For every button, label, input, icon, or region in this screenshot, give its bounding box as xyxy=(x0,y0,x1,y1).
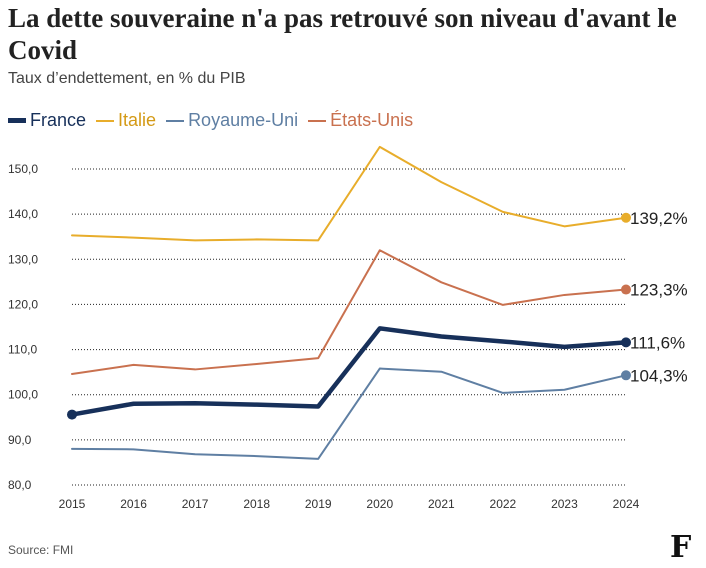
end-point-italie xyxy=(621,212,631,223)
series-line-france xyxy=(69,326,629,417)
y-tick-label: 120,0 xyxy=(8,297,38,311)
x-tick-label: 2015 xyxy=(59,497,86,511)
end-point-france xyxy=(621,337,631,348)
start-point-france xyxy=(67,409,77,420)
y-tick-label: 140,0 xyxy=(8,207,38,221)
end-label-royaume-uni: 104,3% xyxy=(630,366,688,385)
y-tick-label: 80,0 xyxy=(8,478,32,492)
legend-swatch-royaume-uni xyxy=(166,119,185,122)
series-line-royaume-uni xyxy=(71,367,627,460)
chart-subtitle: Taux d’endettement, en % du PIB xyxy=(8,70,246,87)
end-label-france: 111,6% xyxy=(630,333,685,352)
x-tick-label: 2021 xyxy=(428,497,455,511)
series-line-etats-unis xyxy=(71,249,627,375)
legend-label-etats-unis: États-Unis xyxy=(330,110,414,130)
x-tick-label: 2017 xyxy=(182,497,209,511)
series-line-italie xyxy=(71,145,627,242)
end-point-etats-unis xyxy=(621,284,631,295)
publisher-logo: F xyxy=(670,530,692,565)
chart-legend: France Italie Royaume-Uni États-Unis xyxy=(8,110,423,131)
legend-swatch-italie xyxy=(96,119,115,122)
end-label-etats-unis: 123,3% xyxy=(630,281,688,300)
y-tick-label: 110,0 xyxy=(8,343,37,357)
legend-label-royaume-uni: Royaume-Uni xyxy=(188,110,299,130)
legend-swatch-etats-unis xyxy=(308,119,327,122)
source-note: Source: FMI xyxy=(8,543,74,557)
x-tick-label: 2022 xyxy=(490,497,517,511)
end-point-royaume-uni xyxy=(621,370,631,381)
chart-title: La dette souveraine n'a pas retrouvé son… xyxy=(8,3,677,65)
x-tick-label: 2024 xyxy=(613,497,640,511)
legend-label-france: France xyxy=(30,110,87,130)
legend-swatch-france xyxy=(8,118,26,123)
y-tick-label: 150,0 xyxy=(8,162,38,176)
legend-label-italie: Italie xyxy=(118,110,157,130)
legend-item-france: France xyxy=(8,110,86,131)
x-tick-label: 2018 xyxy=(243,497,270,511)
legend-item-etats-unis: États-Unis xyxy=(308,110,413,131)
x-tick-label: 2020 xyxy=(366,497,393,511)
y-tick-label: 90,0 xyxy=(8,433,32,447)
legend-item-royaume-uni: Royaume-Uni xyxy=(166,110,298,131)
y-tick-label: 100,0 xyxy=(8,388,38,402)
legend-item-italie: Italie xyxy=(96,110,156,131)
y-tick-label: 130,0 xyxy=(8,252,38,266)
end-label-italie: 139,2% xyxy=(630,209,688,228)
x-tick-label: 2016 xyxy=(120,497,147,511)
x-tick-label: 2019 xyxy=(305,497,332,511)
x-tick-label: 2023 xyxy=(551,497,578,511)
